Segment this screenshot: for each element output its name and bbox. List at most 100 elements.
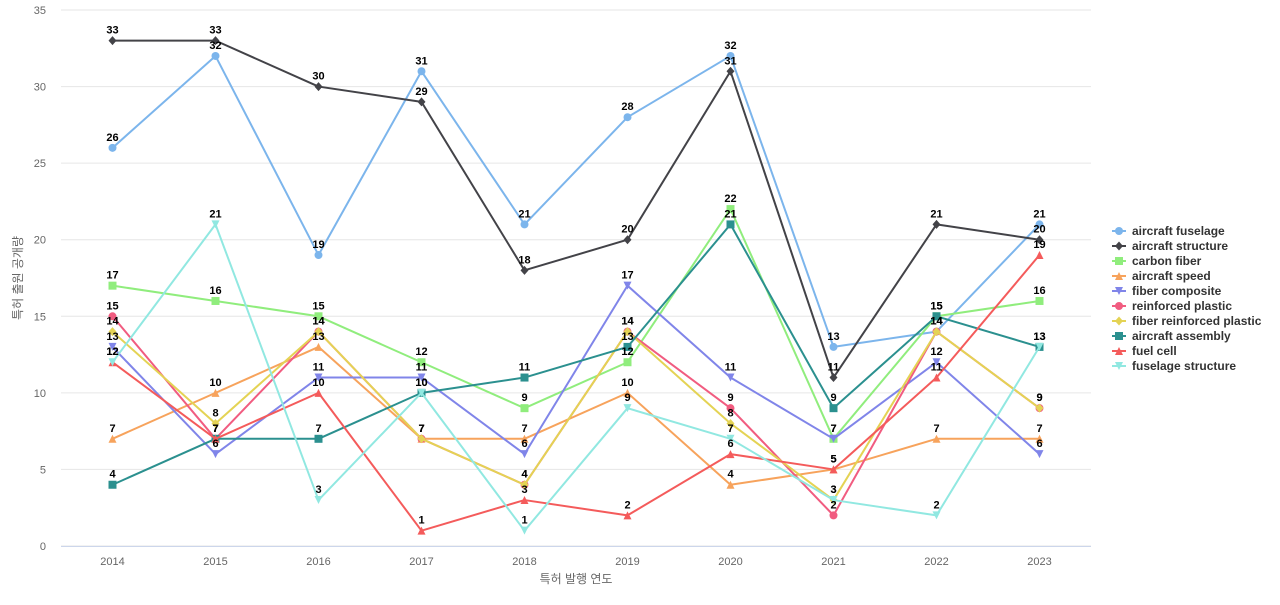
legend-item[interactable]: aircraft fuselage (1112, 224, 1225, 238)
data-label: 20 (621, 224, 633, 236)
data-point (211, 220, 220, 229)
data-point (829, 342, 838, 351)
data-label: 14 (930, 316, 943, 328)
data-label: 33 (106, 25, 118, 37)
data-point (829, 496, 838, 505)
legend-item[interactable]: fuel cell (1112, 344, 1177, 358)
legend-item[interactable]: aircraft structure (1112, 239, 1228, 253)
data-point (314, 342, 323, 351)
data-label: 7 (1036, 423, 1042, 435)
data-label: 31 (724, 55, 736, 67)
legend-marker (1115, 302, 1123, 310)
data-point (520, 480, 529, 490)
data-label: 9 (1036, 392, 1042, 404)
data-label: 28 (621, 101, 633, 113)
data-point (1035, 403, 1044, 413)
data-point (932, 511, 941, 520)
data-label: 30 (312, 71, 324, 83)
legend-marker (1115, 347, 1123, 355)
data-point (726, 434, 735, 443)
legend-item[interactable]: fiber composite (1112, 284, 1222, 298)
data-label: 19 (1033, 239, 1045, 251)
legend-item[interactable]: aircraft speed (1112, 269, 1211, 283)
legend-marker (1115, 241, 1123, 251)
x-tick-label: 2016 (306, 556, 330, 568)
data-point (726, 480, 735, 489)
data-point (520, 220, 529, 229)
legend-item[interactable]: aircraft assembly (1112, 329, 1231, 343)
data-point (623, 388, 632, 397)
data-label: 17 (621, 270, 633, 282)
data-point (520, 404, 529, 413)
data-label: 9 (830, 392, 836, 404)
data-label: 10 (621, 377, 633, 389)
series-line (111, 208, 1041, 440)
data-point (211, 36, 220, 46)
data-label: 9 (1036, 392, 1042, 404)
x-tick-label: 2018 (512, 556, 536, 568)
data-label: 11 (828, 362, 840, 374)
data-point (108, 327, 117, 337)
y-tick-label: 35 (34, 5, 46, 17)
data-label: 10 (209, 377, 221, 389)
legend-marker (1115, 316, 1123, 326)
legend-label: aircraft assembly (1132, 329, 1231, 343)
series-line (111, 330, 1041, 502)
legend-marker (1115, 362, 1123, 370)
data-label: 13 (1033, 331, 1045, 343)
data-label: 14 (621, 316, 634, 328)
legend-item[interactable]: carbon fiber (1112, 254, 1202, 268)
data-label: 4 (521, 469, 528, 481)
legend-label: fiber reinforced plastic (1132, 314, 1262, 328)
data-label: 7 (212, 423, 218, 435)
legend-label: aircraft fuselage (1132, 224, 1225, 238)
data-label: 15 (930, 300, 942, 312)
series-line (111, 284, 1041, 456)
data-point (623, 404, 632, 413)
data-label: 13 (106, 331, 118, 343)
data-point (417, 526, 426, 535)
data-label: 12 (106, 346, 118, 358)
data-point (108, 143, 117, 152)
legend-marker (1115, 332, 1123, 340)
data-label: 11 (931, 362, 943, 374)
y-tick-label: 5 (40, 464, 46, 476)
data-label: 2 (624, 499, 630, 511)
legend-marker (1115, 257, 1123, 265)
data-point (417, 373, 426, 382)
data-label: 10 (312, 377, 324, 389)
x-tick-label: 2021 (821, 556, 845, 568)
legend-label: aircraft structure (1132, 239, 1228, 253)
data-point (932, 312, 941, 321)
data-point (211, 388, 220, 397)
legend-item[interactable]: fuselage structure (1112, 359, 1236, 373)
data-label: 32 (209, 40, 221, 52)
data-point (829, 434, 838, 443)
data-point (520, 450, 529, 459)
data-label: 9 (727, 392, 733, 404)
series-line (111, 345, 1041, 486)
data-point (829, 373, 838, 383)
legend-item[interactable]: fiber reinforced plastic (1112, 314, 1262, 328)
data-label: 10 (415, 377, 427, 389)
data-point (417, 434, 426, 444)
data-label: 7 (212, 423, 218, 435)
x-tick-label: 2020 (718, 556, 742, 568)
data-label: 7 (212, 423, 218, 435)
data-point (314, 251, 323, 260)
data-label: 21 (518, 208, 530, 220)
data-label: 33 (209, 25, 221, 37)
data-point (623, 358, 632, 367)
data-label: 7 (830, 423, 836, 435)
legend-item[interactable]: reinforced plastic (1112, 299, 1232, 313)
data-label: 22 (724, 193, 736, 205)
data-label: 21 (209, 208, 221, 220)
data-label: 3 (521, 484, 527, 496)
data-point (623, 327, 632, 337)
data-point (1035, 450, 1044, 459)
x-tick-label: 2014 (100, 556, 124, 568)
data-point (520, 373, 529, 382)
data-point (932, 327, 941, 337)
